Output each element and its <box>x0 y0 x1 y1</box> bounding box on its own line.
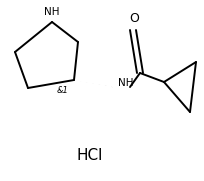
Text: HCl: HCl <box>76 148 103 163</box>
Text: O: O <box>129 12 138 25</box>
Text: NH: NH <box>118 78 133 88</box>
Text: &1: &1 <box>56 86 68 95</box>
Text: NH: NH <box>44 7 59 17</box>
